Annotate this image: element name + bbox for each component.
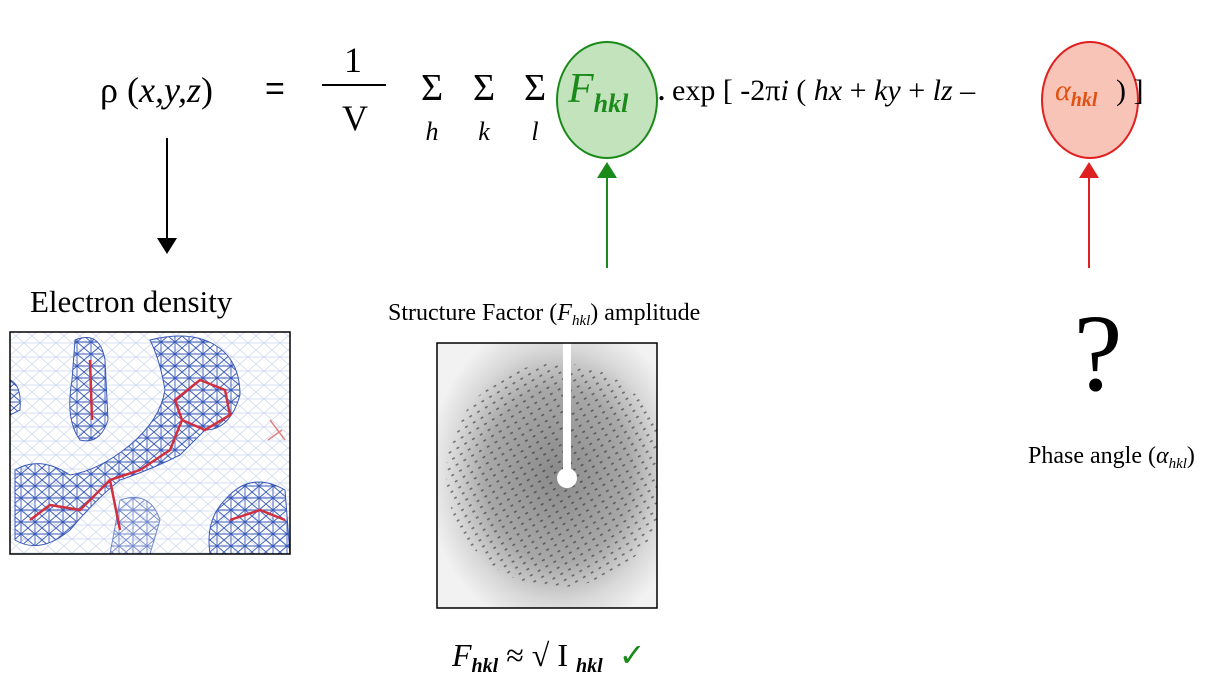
text-part: ( [789,74,814,107]
equals: = [265,70,285,108]
text-part: exp [ -2π [672,74,780,107]
text-part: F [567,66,594,112]
numerator: 1 [344,40,362,80]
text-part: α [1055,74,1072,107]
text-part: hkl [572,313,590,329]
text-part: ( [127,70,139,110]
equation-lhs: ρ (x,y,z) [100,70,213,110]
text-part: x,y,z [138,70,201,110]
text-part: hx [814,74,843,107]
diagram: ρ (x,y,z) = 1 V Σ h Σ k Σ l Fhkl . exp [… [0,0,1229,678]
closing: ) ] [1116,74,1143,107]
text-part: Phase angle ( [1028,443,1156,469]
text-part: + [842,74,874,107]
phase-angle-label: Phase angle (αhkl) [1028,443,1195,472]
dot: . [657,68,666,108]
text-part: – [953,74,977,107]
sum-index: h [426,117,439,146]
sum: Σ [473,67,495,109]
text-part: α [1156,443,1169,469]
text-part: ) amplitude [590,300,700,326]
text-part: ≈ [506,637,524,673]
diffraction-image [437,343,670,608]
text-part: F [556,300,572,326]
text-part: hkl [576,655,603,677]
exponent: exp [ -2πi ( hx + ky + lz – [672,74,976,107]
sum: Σ [524,67,546,109]
text-part: ρ [100,70,118,110]
text-part: hkl [472,655,499,677]
text-part: ky [874,74,901,107]
text-part: i [780,74,788,107]
text-part: ) [1187,443,1195,469]
text-part: hkl [594,89,629,118]
text-part: I [557,637,568,673]
text-part: hkl [1169,456,1187,472]
text-part: hkl [1071,89,1098,111]
text-part: ) [201,70,213,110]
sum: Σ [421,67,443,109]
denominator: V [342,98,368,138]
text-part: F [451,637,472,673]
text-part: √ [532,637,550,673]
text-part: Structure Factor ( [388,300,557,326]
question-mark: ? [1074,292,1123,414]
electron-density-image [10,332,290,554]
text-part: ✓ [619,636,646,674]
sum-index: k [478,117,490,146]
text-part: lz [933,74,953,107]
structure-factor-label: Structure Factor (Fhkl) amplitude [388,300,700,329]
sum-index: l [531,117,538,146]
electron-density-label: Electron density [30,284,233,319]
relation: Fhkl ≈ √ I hkl ✓ [451,636,646,677]
text-part: + [901,74,933,107]
